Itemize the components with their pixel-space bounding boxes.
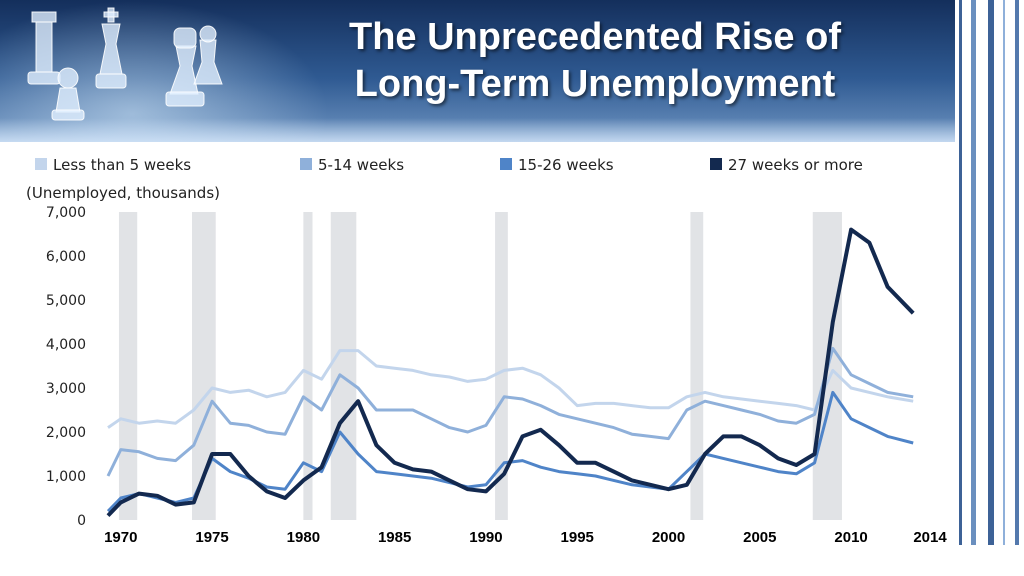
recession-band-1 [118, 212, 138, 520]
recession-bands [118, 212, 842, 520]
recession-band-5 [495, 212, 508, 520]
legend-label-5-14-weeks: 5-14 weeks [318, 156, 404, 174]
legend-label-15-26-weeks: 15-26 weeks [518, 156, 614, 174]
y-tick-label: 3,000 [46, 381, 86, 397]
recession-band-4 [330, 212, 357, 520]
chart: Less than 5 weeks 5-14 weeks 15-26 weeks… [26, 156, 947, 546]
x-tick-label: 1980 [287, 529, 320, 546]
legend-swatch-15-26-weeks [500, 158, 512, 170]
recession-band-2 [191, 212, 216, 520]
legend-swatch-5-14-weeks [300, 158, 312, 170]
y-tick-label: 4,000 [46, 337, 86, 353]
y-tick-label: 7,000 [46, 205, 86, 221]
series-line-15-26-weeks [106, 390, 914, 513]
series-lines [106, 227, 915, 517]
x-tick-label: 1985 [378, 529, 411, 546]
series-line-27-weeks-or-more [106, 227, 915, 517]
header-banner: The Unprecedented Rise of Long-Term Unem… [0, 0, 1024, 142]
legend-swatch-27-weeks-or-more [710, 158, 722, 170]
y-tick-label: 0 [77, 513, 86, 529]
x-tick-label: 1995 [561, 529, 594, 546]
y-tick-label: 5,000 [46, 293, 86, 309]
banner-shine [0, 118, 1024, 142]
x-tick-label: 2000 [652, 529, 685, 546]
slide-title-line-1: The Unprecedented Rise of [349, 16, 841, 58]
legend: Less than 5 weeks 5-14 weeks 15-26 weeks… [35, 156, 863, 174]
y-tick-label: 2,000 [46, 425, 86, 441]
x-tick-label: 2014 [913, 529, 947, 546]
x-tick-label: 1975 [195, 529, 228, 546]
slide-title-line-2: Long-Term Unemployment [354, 63, 836, 105]
x-tick-label: 1970 [104, 529, 137, 546]
x-tick-label: 2005 [743, 529, 776, 546]
y-tick-label: 1,000 [46, 469, 86, 485]
slide-title: The Unprecedented Rise of Long-Term Unem… [250, 14, 940, 108]
chess-pieces-icon [27, 7, 223, 121]
y-axis-ticks: 0 1,000 2,000 3,000 4,000 5,000 6,000 7,000 [46, 205, 86, 529]
x-tick-label: 1990 [469, 529, 502, 546]
decorative-side-bars [955, 0, 1024, 576]
legend-label-less-than-5-weeks: Less than 5 weeks [53, 156, 191, 174]
recession-band-3 [303, 212, 313, 520]
legend-swatch-less-than-5-weeks [35, 158, 47, 170]
x-axis-ticks: 1970 1975 1980 1985 1990 1995 2000 2005 2010 2014 [104, 529, 947, 546]
recession-band-6 [690, 212, 704, 520]
legend-label-27-weeks-or-more: 27 weeks or more [728, 156, 863, 174]
y-axis-label: (Unemployed, thousands) [26, 184, 220, 202]
series-line-5-14-weeks [106, 346, 914, 477]
x-tick-label: 2010 [834, 529, 867, 546]
series-line-less-than-5-weeks [107, 349, 914, 429]
y-tick-label: 6,000 [46, 249, 86, 265]
